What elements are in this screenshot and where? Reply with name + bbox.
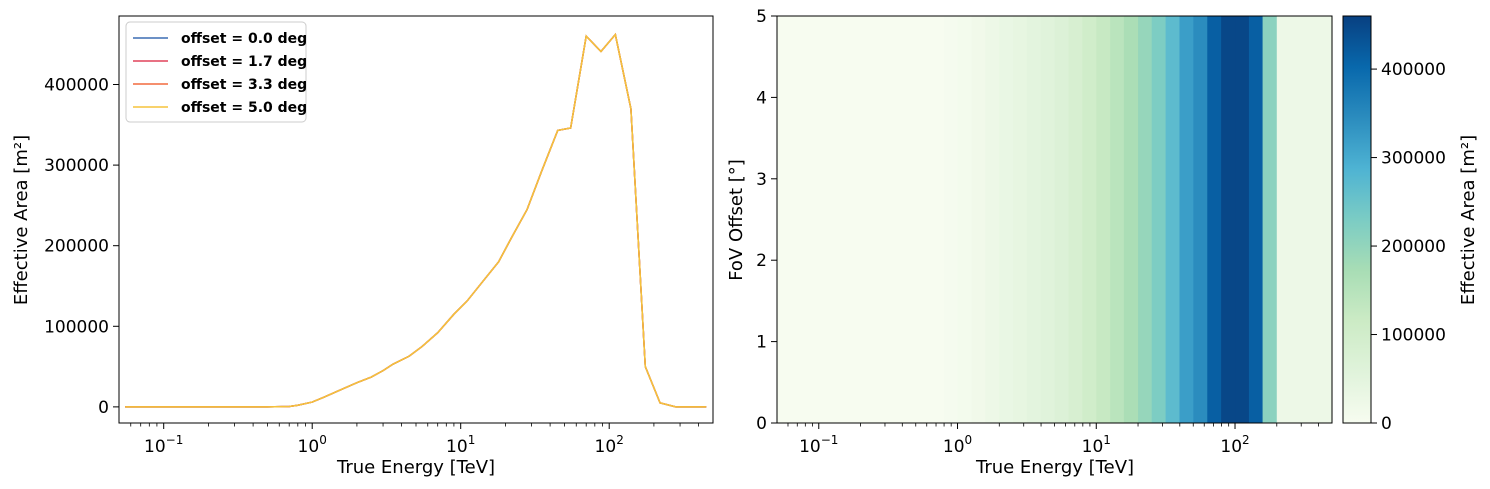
y-tick-label: 100000 <box>44 317 109 337</box>
left-x-axis-label: True Energy [TeV] <box>336 457 495 478</box>
heatmap-cell <box>1040 16 1056 423</box>
heatmap-cell <box>1165 16 1181 423</box>
colorbar-ticks: 0 100000 200000 300000 400000 <box>1371 60 1446 434</box>
heatmap-cell <box>929 16 945 423</box>
colorbar-label: Effective Area [m²] <box>1458 135 1479 305</box>
heatmap-cell <box>1221 16 1236 423</box>
legend: offset = 0.0 deg offset = 1.7 deg offset… <box>125 21 307 123</box>
y-tick-label: 4 <box>756 88 767 108</box>
heatmap-cell <box>1235 16 1250 423</box>
right-y-axis-label: FoV Offset [°] <box>726 159 747 281</box>
legend-entry: offset = 0.0 deg <box>133 31 307 47</box>
x-tick-label: 101 <box>1082 433 1111 457</box>
heatmap-cell <box>1068 16 1083 423</box>
x-tick-label: 100 <box>298 433 327 457</box>
colorbar-gradient <box>1342 15 1372 424</box>
heatmap-cell <box>1193 16 1208 423</box>
x-tick-label: 101 <box>446 433 475 457</box>
legend-label: offset = 3.3 deg <box>181 77 307 93</box>
heatmap-cell <box>1248 16 1264 423</box>
heatmap-cell <box>999 16 1014 423</box>
heatmap-cell <box>1054 16 1070 423</box>
y-tick-label: 300000 <box>44 156 109 176</box>
colorbar-tick-label: 400000 <box>1381 60 1446 80</box>
legend-entry: offset = 3.3 deg <box>133 77 307 93</box>
heatmap-cell <box>1096 16 1111 423</box>
y-tick-label: 0 <box>756 414 767 434</box>
heatmap-cell <box>1262 16 1278 423</box>
heatmap-cell <box>1026 16 1042 423</box>
heatmap-cell <box>957 16 973 423</box>
legend-entry: offset = 5.0 deg <box>133 100 307 116</box>
heatmap-cells <box>777 16 1333 423</box>
y-tick-label: 1 <box>756 333 767 353</box>
legend-label: offset = 5.0 deg <box>181 100 307 116</box>
y-tick-label: 400000 <box>44 76 109 96</box>
left-y-axis-label: Effective Area [m²] <box>11 135 32 305</box>
legend-entry: offset = 1.7 deg <box>133 54 307 70</box>
x-tick-label: 10−1 <box>144 433 183 457</box>
right-x-axis-label: True Energy [TeV] <box>975 457 1134 478</box>
heatmap-cell <box>1179 16 1194 423</box>
heatmap-cell <box>1276 16 1333 423</box>
legend-box <box>125 21 307 123</box>
colorbar: 0 100000 200000 300000 400000 Effective Area… <box>1342 15 1479 434</box>
heatmap-cell <box>985 16 1000 423</box>
heatmap-cell <box>1123 16 1139 423</box>
colorbar-tick-label: 0 <box>1381 414 1392 434</box>
right-y-ticks: 0 1 2 3 4 5 <box>756 7 777 434</box>
series-line-offset-3 <box>125 32 707 408</box>
left-series-lines <box>125 32 707 408</box>
legend-label: offset = 1.7 deg <box>181 54 307 70</box>
heatmap-cell <box>944 16 959 423</box>
x-tick-label: 10−1 <box>799 433 838 457</box>
right-x-ticks: 10−1 100 101 102 <box>787 423 1319 457</box>
effective-area-line-plot: 10−1 100 101 102 0100000200000300000400000 … <box>11 15 714 478</box>
legend-label: offset = 0.0 deg <box>181 31 307 47</box>
heatmap-cell <box>971 16 986 423</box>
y-tick-label: 2 <box>756 251 767 271</box>
heatmap-cell <box>1082 16 1097 423</box>
y-tick-label: 3 <box>756 170 767 190</box>
heatmap-cell <box>1138 16 1153 423</box>
colorbar-tick-label: 200000 <box>1381 237 1446 257</box>
colorbar-tick-label: 300000 <box>1381 149 1446 169</box>
heatmap-cell <box>777 16 931 423</box>
left-y-ticks: 0 100000 200000 300000 400000 <box>44 76 119 418</box>
y-tick-label: 0 <box>98 398 109 418</box>
colorbar-tick-label: 100000 <box>1381 326 1446 346</box>
heatmap-cell <box>1012 16 1028 423</box>
y-tick-label: 200000 <box>44 237 109 257</box>
heatmap-cell <box>1110 16 1125 423</box>
effective-area-heatmap: 10−1 100 101 102 0 1 2 3 4 5 True Energy [TeV] F… <box>726 7 1479 478</box>
heatmap-cell <box>1207 16 1222 423</box>
x-tick-label: 102 <box>1220 433 1249 457</box>
x-tick-label: 102 <box>595 433 624 457</box>
y-tick-label: 5 <box>756 7 767 27</box>
heatmap-cell <box>1151 16 1167 423</box>
left-x-ticks: 10−1 100 101 102 <box>130 423 700 457</box>
x-tick-label: 100 <box>943 433 972 457</box>
